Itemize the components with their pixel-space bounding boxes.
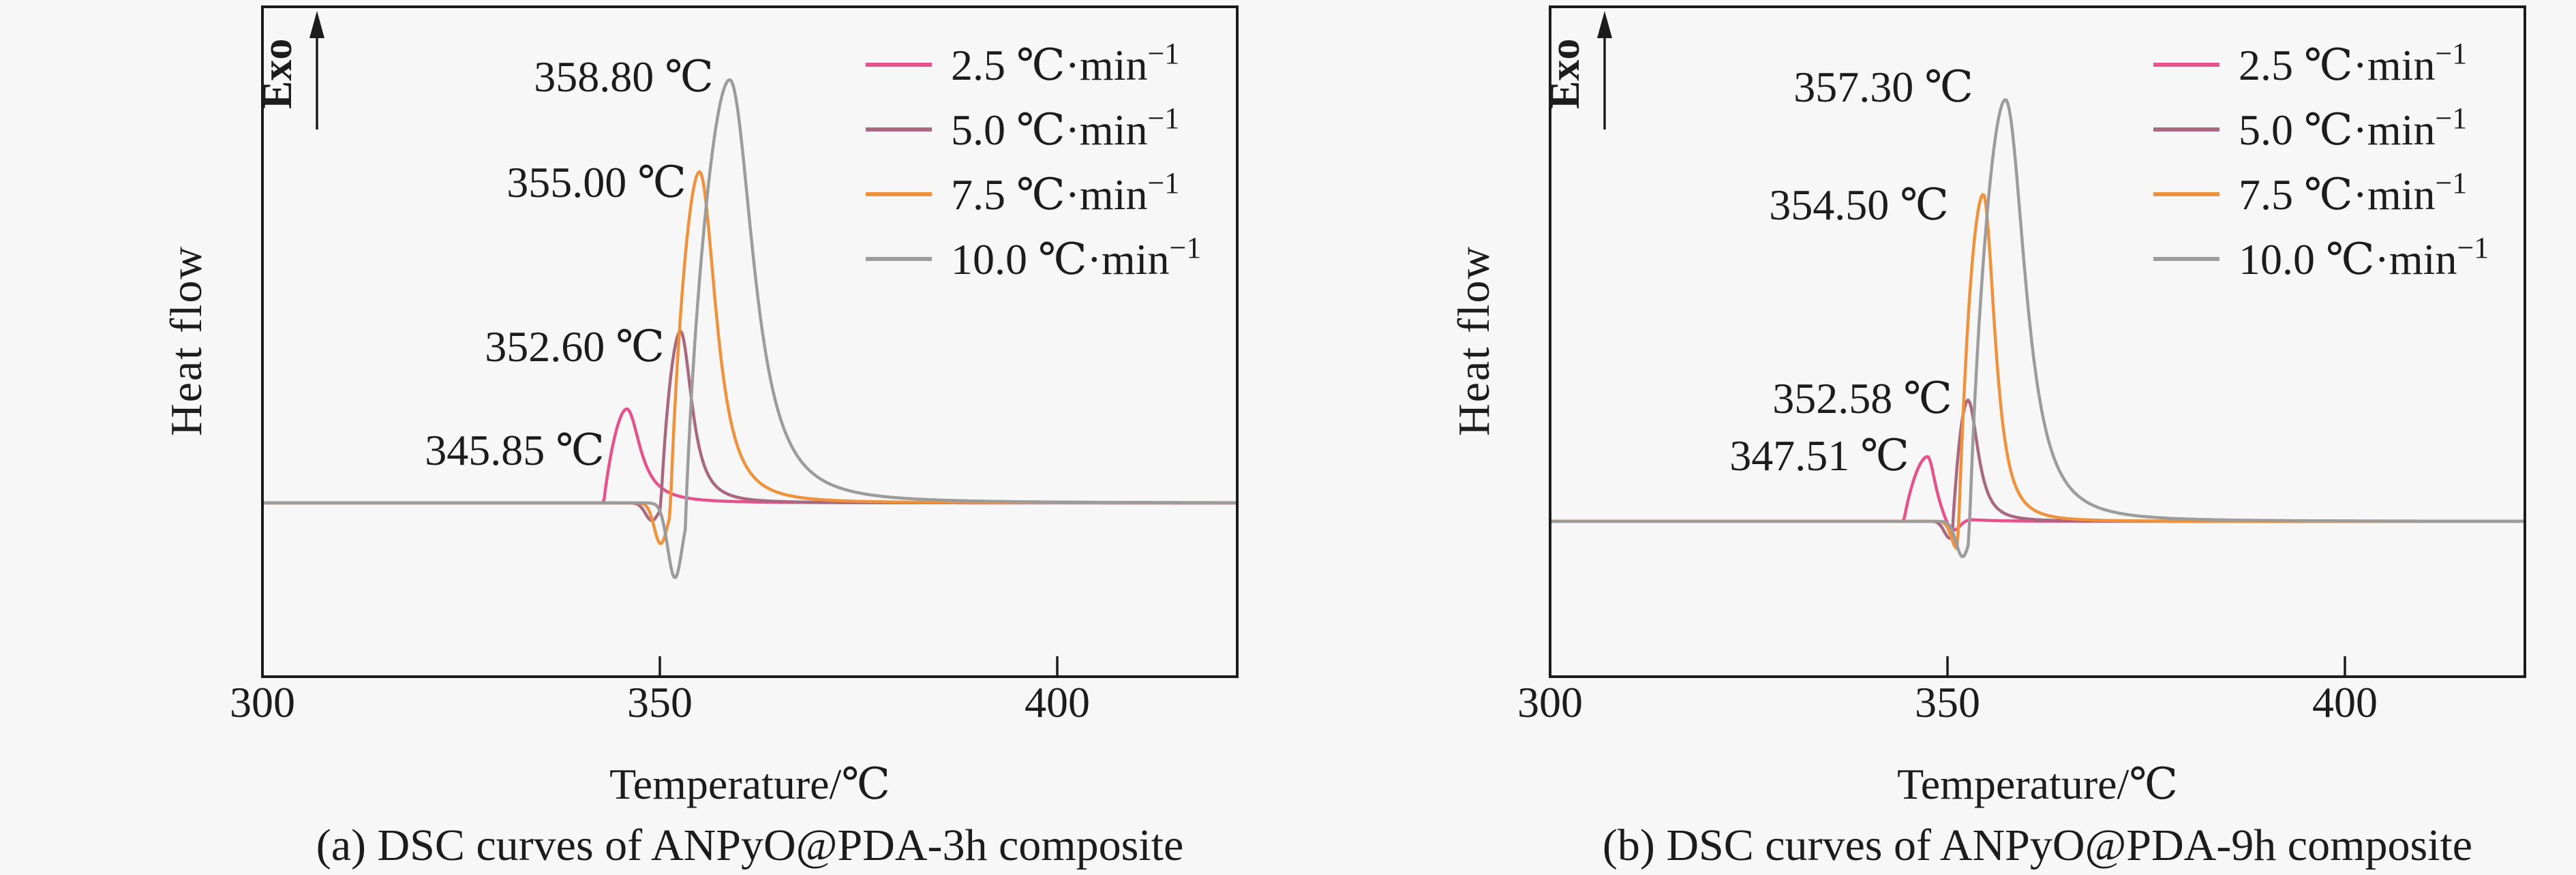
panel-caption: (b) DSC curves of ANPyO@PDA-9h composite (1603, 820, 2472, 870)
x-tick-label-400: 400 (1025, 678, 1090, 726)
legend-label: 7.5 ℃·min−1 (2239, 166, 2467, 219)
dsc-curve-5.0 (264, 329, 1236, 523)
legend-label: 5.0 ℃·min−1 (2239, 102, 2467, 154)
x-axis-title: Temperature/℃ (1897, 760, 2178, 808)
x-axis-labels: 300 350 400 (230, 678, 1090, 726)
peak-annotation: 354.50 ℃ (1769, 181, 1949, 229)
legend-label: 5.0 ℃·min−1 (951, 102, 1179, 154)
peak-annotation: 355.00 ℃ (506, 158, 686, 206)
curves-group (1551, 98, 2524, 558)
peak-annotation: 358.80 ℃ (534, 52, 714, 101)
peak-annotation: 347.51 ℃ (1729, 431, 1909, 480)
peak-annotation: 345.85 ℃ (425, 426, 605, 474)
legend-label: 7.5 ℃·min−1 (951, 166, 1179, 219)
peak-annotation: 352.60 ℃ (485, 322, 665, 371)
panel-b: 300 350 400 Temperature/℃ (b) DSC curves… (1298, 0, 2566, 875)
x-axis-ticks (658, 656, 1059, 677)
exo-indicator: Exo (254, 11, 324, 129)
dsc-curve-10.0 (1551, 98, 2524, 558)
annotations-group: 358.80 ℃ 355.00 ℃ 352.60 ℃ 345.85 ℃ (425, 52, 714, 474)
x-axis-labels: 300 350 400 (1517, 678, 2378, 726)
x-tick-label-400: 400 (2312, 678, 2378, 726)
plot-border (1549, 5, 2526, 678)
legend-group: 2.5 ℃·min−1 5.0 ℃·min−1 7.5 ℃·min−1 10.0 ℃·… (2153, 37, 2489, 283)
legend-label: 10.0 ℃·min−1 (2239, 231, 2489, 283)
exo-arrow-head-icon (309, 11, 324, 38)
plot-border (261, 5, 1239, 678)
panel-caption: (a) DSC curves of ANPyO@PDA-3h composite (316, 820, 1184, 870)
exo-label: Exo (254, 39, 301, 109)
legend-label: 10.0 ℃·min−1 (951, 231, 1201, 283)
legend-group: 2.5 ℃·min−1 5.0 ℃·min−1 7.5 ℃·min−1 10.0 ℃·… (866, 37, 1201, 283)
x-tick-label-300: 300 (1517, 678, 1583, 726)
peak-annotation: 352.58 ℃ (1772, 374, 1952, 423)
panel-b-svg: 300 350 400 Temperature/℃ (b) DSC curves… (1449, 5, 2526, 870)
annotations-group: 357.30 ℃ 354.50 ℃ 352.58 ℃ 347.51 ℃ (1729, 63, 1973, 480)
x-axis-title: Temperature/℃ (609, 760, 890, 808)
panel-a: 300 350 400 Temperature/℃ (a) DSC curves… (10, 0, 1278, 875)
legend-label: 2.5 ℃·min−1 (951, 37, 1179, 89)
x-tick-label-300: 300 (230, 678, 295, 726)
x-tick-label-350: 350 (1915, 678, 1980, 726)
exo-label: Exo (1542, 39, 1588, 109)
y-axis-title: Heat flow (162, 245, 211, 436)
panel-a-svg: 300 350 400 Temperature/℃ (a) DSC curves… (162, 5, 1239, 870)
dsc-curve-2.5 (264, 407, 1236, 505)
y-axis-title: Heat flow (1449, 245, 1499, 436)
x-axis-ticks (1946, 656, 2346, 677)
exo-arrow-head-icon (1597, 11, 1612, 38)
dsc-curve-10.0 (264, 78, 1236, 579)
dsc-curve-5.0 (1551, 398, 2524, 540)
legend-label: 2.5 ℃·min−1 (2239, 37, 2467, 89)
peak-annotation: 357.30 ℃ (1793, 63, 1973, 111)
exo-indicator: Exo (1542, 11, 1612, 129)
x-tick-label-350: 350 (627, 678, 693, 726)
curves-group (264, 78, 1236, 579)
